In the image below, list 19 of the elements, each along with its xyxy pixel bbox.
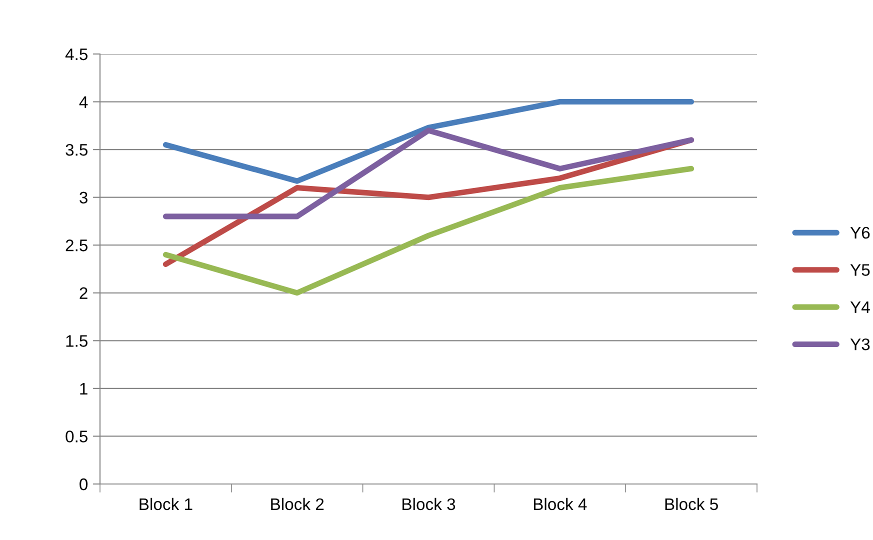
x-tick-label: Block 5: [665, 498, 718, 510]
y-tick-label: 4.5: [65, 48, 88, 60]
legend-label: Y4: [850, 301, 870, 313]
x-tick-label: Block 2: [271, 498, 324, 510]
x-tick-label: Block 4: [534, 498, 587, 510]
y-tick-label: 1: [80, 383, 88, 394]
legend-label: Y5: [850, 264, 870, 276]
x-tick-label: Block 1: [140, 498, 192, 510]
y-tick-label: 0: [80, 478, 88, 490]
y-tick-label: 4: [79, 96, 88, 108]
y-tick-label: 3: [80, 192, 88, 204]
y-tick-label: 0.5: [66, 430, 88, 442]
y-tick-label: 1.5: [66, 335, 88, 347]
x-tick-label: Block 3: [402, 498, 456, 510]
y-tick-label: 3.5: [66, 144, 88, 156]
legend-label: Y6: [850, 226, 870, 239]
y-tick-label: 2: [80, 287, 88, 299]
legend-label: Y3: [850, 338, 870, 350]
y-tick-label: 2.5: [66, 240, 88, 252]
